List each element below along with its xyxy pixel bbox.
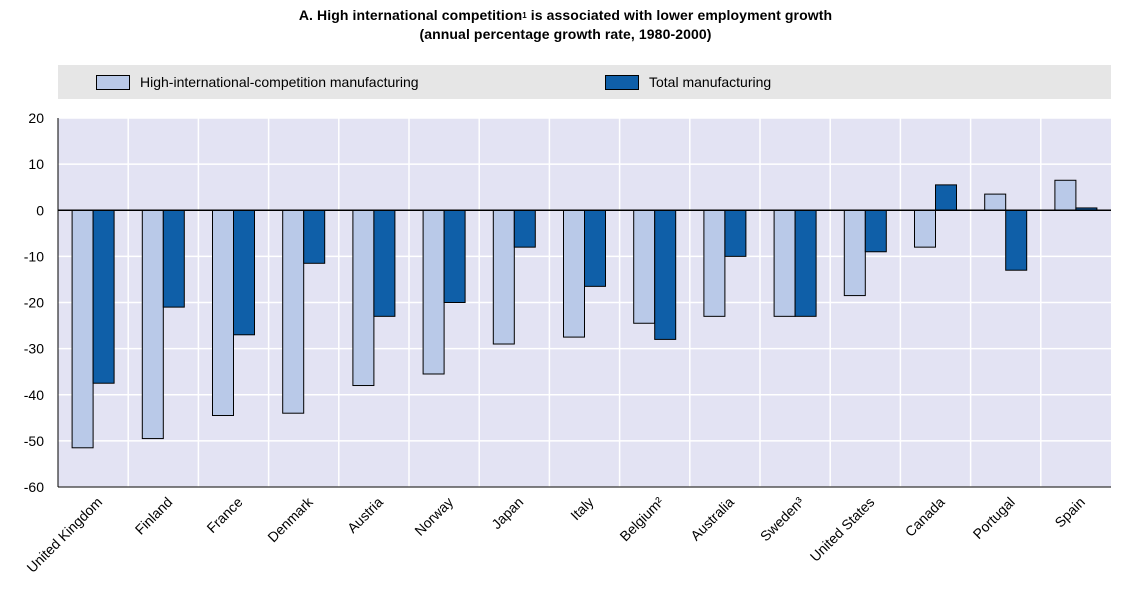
bar-high-competition (703, 209, 726, 317)
x-tick-label: United Kingdom (23, 494, 105, 576)
bar-high-competition (282, 209, 305, 414)
bar-high-competition (633, 209, 656, 324)
x-tick-label: Sweden³ (757, 494, 808, 545)
bar-total-manufacturing (724, 209, 747, 257)
bar-high-competition (352, 209, 375, 387)
legend-item-total: Total manufacturing (605, 74, 771, 90)
bar-high-competition (773, 209, 796, 317)
title-line-2: (annual percentage growth rate, 1980-200… (419, 26, 712, 42)
y-tick-label: 0 (36, 202, 44, 218)
y-tick-label: 20 (28, 110, 44, 126)
bar-total-manufacturing (935, 184, 957, 211)
x-tick-label: Portugal (970, 494, 1018, 542)
x-tick-label: United States (807, 494, 878, 565)
bar-total-manufacturing (162, 209, 185, 308)
y-tick-label: -40 (24, 387, 44, 403)
bar-total-manufacturing (513, 209, 536, 248)
legend-swatch-high (96, 74, 130, 90)
y-tick-label: -10 (24, 248, 44, 264)
bar-high-competition (492, 209, 515, 345)
bar-high-competition (422, 209, 445, 375)
bar-total-manufacturing (373, 209, 396, 317)
x-tick-label: Australia (687, 494, 737, 544)
legend: High-international-competition manufactu… (58, 65, 1111, 99)
bar-total-manufacturing (584, 209, 606, 287)
x-tick-label: Italy (567, 494, 596, 523)
x-tick-label: Japan (488, 494, 526, 532)
bar-total-manufacturing (654, 209, 677, 340)
y-tick-label: -50 (24, 433, 44, 449)
y-tick-label: -60 (24, 479, 44, 495)
bar-high-competition (843, 209, 866, 297)
x-tick-label: Finland (132, 494, 176, 538)
chart-title: A. High international competition1 is as… (0, 6, 1131, 44)
x-tick-label: Belgium² (616, 494, 667, 545)
bar-high-competition (141, 209, 164, 440)
legend-swatch-total (605, 74, 639, 90)
title-line-1: A. High international competition1 is as… (298, 7, 833, 23)
bar-total-manufacturing (794, 209, 817, 317)
y-tick-label: -30 (24, 341, 44, 357)
x-tick-label: Denmark (264, 493, 316, 545)
legend-label-high: High-international-competition manufactu… (140, 74, 419, 90)
x-tick-label: Spain (1051, 494, 1088, 531)
bar-high-competition (1054, 179, 1077, 211)
x-tick-label: Norway (411, 494, 456, 539)
x-tick-label: Canada (902, 494, 948, 540)
y-tick-label: 10 (28, 156, 44, 172)
bar-total-manufacturing (92, 209, 115, 384)
bar-high-competition (914, 209, 936, 248)
x-tick-label: France (203, 494, 245, 536)
bar-total-manufacturing (443, 209, 466, 303)
bar-total-manufacturing (1005, 209, 1028, 271)
bar-high-competition (984, 193, 1007, 211)
bar-high-competition (563, 209, 585, 338)
x-tick-label: Austria (344, 494, 386, 536)
legend-item-high: High-international-competition manufactu… (96, 74, 419, 90)
bar-high-competition (71, 209, 94, 449)
legend-label-total: Total manufacturing (649, 74, 772, 90)
bar-total-manufacturing (864, 209, 887, 253)
bar-high-competition (212, 209, 234, 417)
bar-total-manufacturing (233, 209, 255, 336)
bar-total-manufacturing (303, 209, 326, 264)
y-tick-label: -20 (24, 295, 44, 311)
